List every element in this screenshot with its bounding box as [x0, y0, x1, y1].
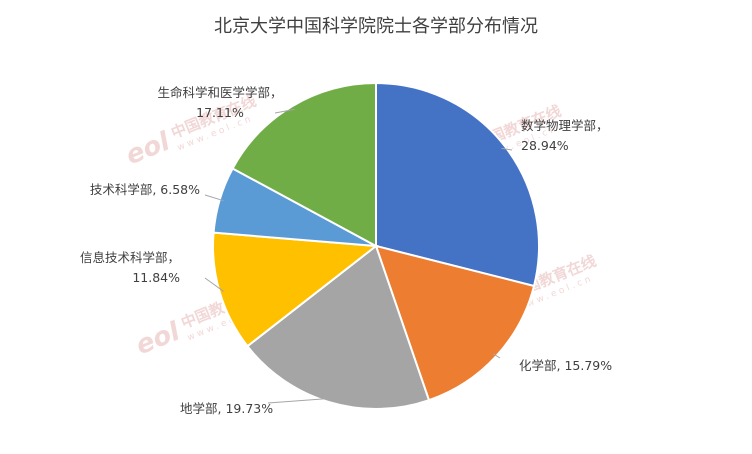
- data-labels: 数学物理学部， 28.94% 化学部, 15.79% 地学部, 19.73% 信息技术科…: [80, 85, 612, 416]
- pie-slices: [212, 81, 540, 410]
- leader-line-3: [267, 397, 331, 404]
- data-label-2: 化学部, 15.79%: [519, 358, 612, 373]
- data-label-5: 技术科学部, 6.58%: [90, 182, 200, 197]
- pie-slice-2: [374, 244, 536, 402]
- pie-slice-4: [212, 231, 379, 348]
- chart-title: 北京大学中国科学院院士各学部分布情况: [214, 16, 538, 37]
- leader-line-5: [204, 194, 224, 202]
- watermark-logo: eol: [132, 316, 185, 361]
- leader-lines: [204, 108, 513, 404]
- leader-line-4: [204, 277, 224, 292]
- pie-slice-3: [246, 244, 431, 410]
- data-label-4: 信息技术科学部， 11.84%: [80, 250, 180, 285]
- leader-line-6: [274, 108, 295, 114]
- pie-slice-1: [375, 81, 540, 288]
- leader-line-2: [492, 353, 501, 359]
- data-label-6: 生命科学和医学学部， 17.11%: [157, 85, 282, 120]
- pie-slice-6: [231, 81, 377, 248]
- data-label-1: 数学物理学部， 28.94%: [521, 118, 609, 153]
- leader-line-1: [501, 147, 513, 151]
- watermark-logo: eol: [122, 126, 175, 171]
- data-label-3: 地学部, 19.73%: [180, 401, 273, 416]
